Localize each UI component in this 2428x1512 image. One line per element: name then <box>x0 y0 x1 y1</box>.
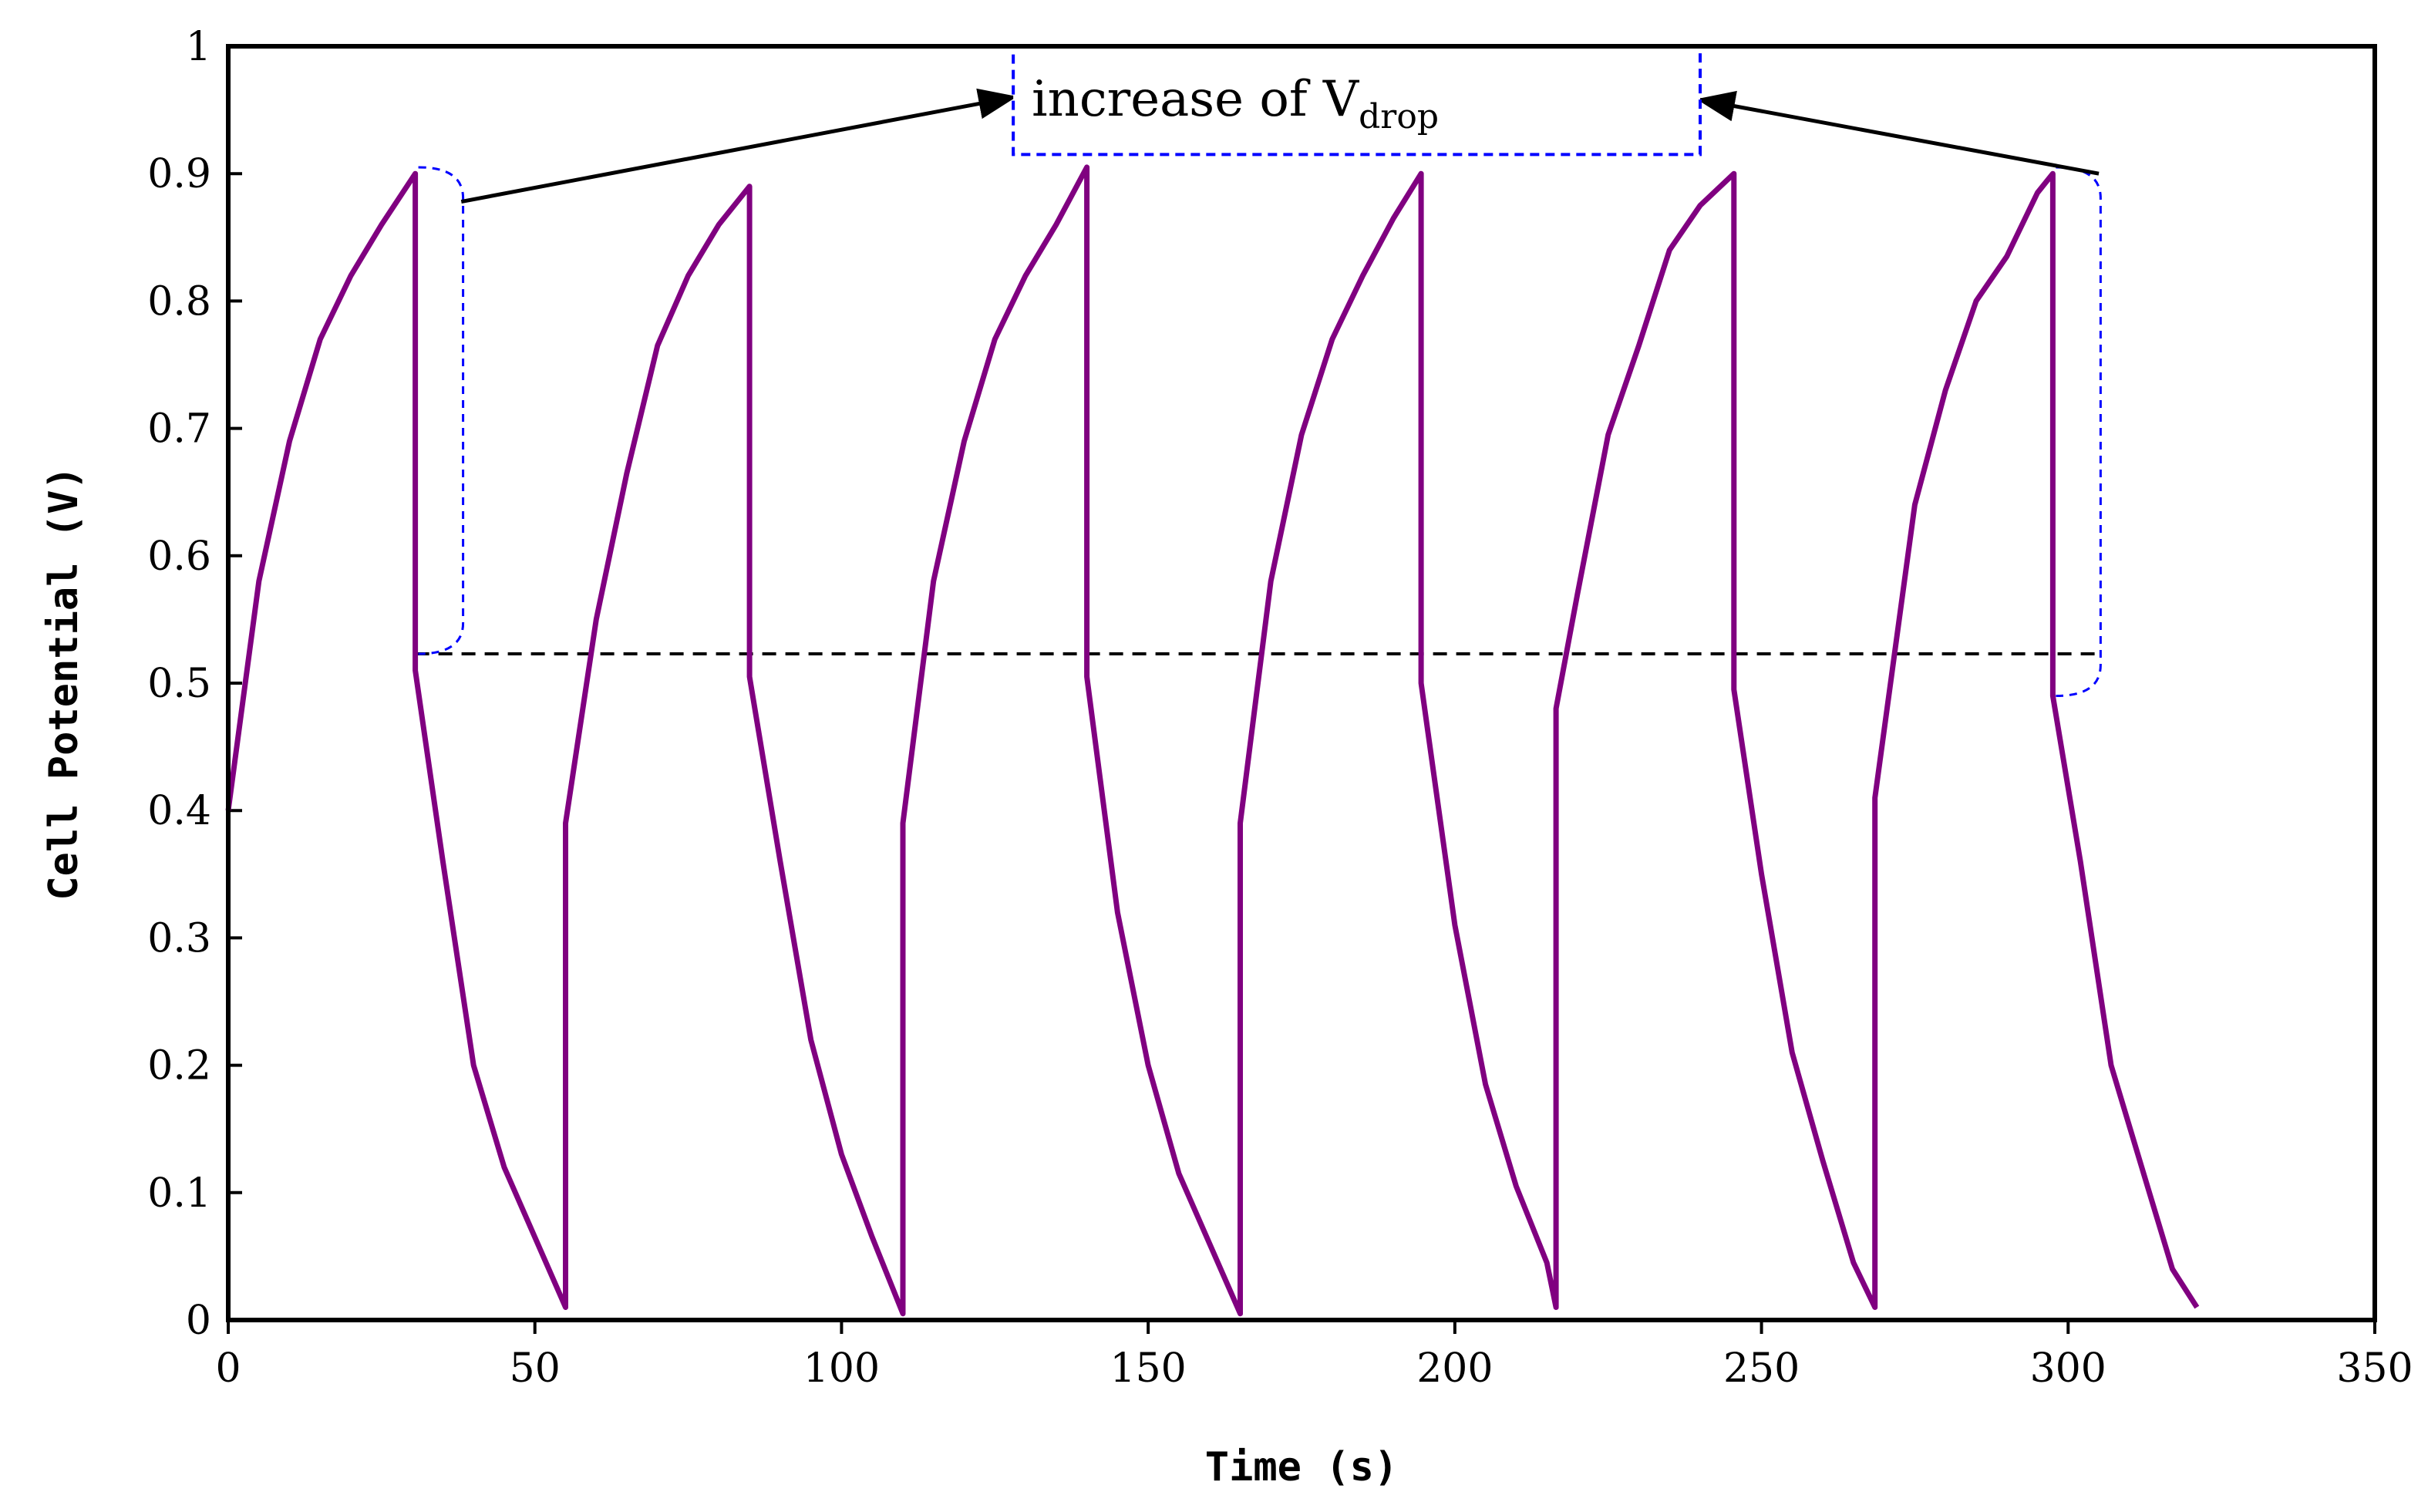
annotation-arrow-right <box>1696 90 2100 176</box>
x-tick-label: 50 <box>510 1345 561 1392</box>
y-tick-label: 0.3 <box>147 915 211 961</box>
x-tick-label: 0 <box>215 1345 241 1392</box>
annotation-text: increase of Vdrop <box>1032 71 1439 136</box>
y-tick-label: 0.9 <box>147 151 211 197</box>
x-tick-label: 100 <box>803 1345 880 1392</box>
x-axis-ticks: 0 50 100 150 200 250 300 350 <box>215 1320 2413 1392</box>
y-tick-label: 0.6 <box>147 534 211 580</box>
x-tick-label: 150 <box>1110 1345 1187 1392</box>
annotation-main-text: increase of V <box>1032 71 1360 128</box>
y-tick-label: 0.4 <box>147 788 211 834</box>
annotation-subscript: drop <box>1359 97 1439 136</box>
y-axis-title: Cell Potential (V) <box>41 466 87 901</box>
x-tick-label: 300 <box>2030 1345 2106 1392</box>
x-tick-label: 200 <box>1416 1345 1493 1392</box>
x-tick-label: 350 <box>2336 1345 2413 1392</box>
y-tick-label: 0.7 <box>147 406 211 453</box>
x-axis-title: Time (s) <box>1205 1444 1398 1490</box>
right-voltage-drop-bracket <box>2056 166 2102 698</box>
x-tick-label: 250 <box>1723 1345 1800 1392</box>
left-voltage-drop-bracket <box>418 166 465 655</box>
y-tick-label: 0.5 <box>147 661 211 707</box>
annotation-arrow-left <box>460 88 1018 204</box>
y-tick-label: 0.2 <box>147 1043 211 1089</box>
y-axis-ticks: 0 0.1 0.2 0.3 0.4 0.5 0.6 0.7 0.8 0.9 1 <box>147 24 242 1344</box>
series-line-cell-potential <box>225 164 2200 1317</box>
y-tick-label: 0.8 <box>147 278 211 325</box>
plot-area-frame <box>226 44 2377 1322</box>
y-tick-label: 0.1 <box>147 1170 211 1217</box>
y-tick-label: 1 <box>186 24 211 70</box>
y-tick-label: 0 <box>186 1298 211 1344</box>
